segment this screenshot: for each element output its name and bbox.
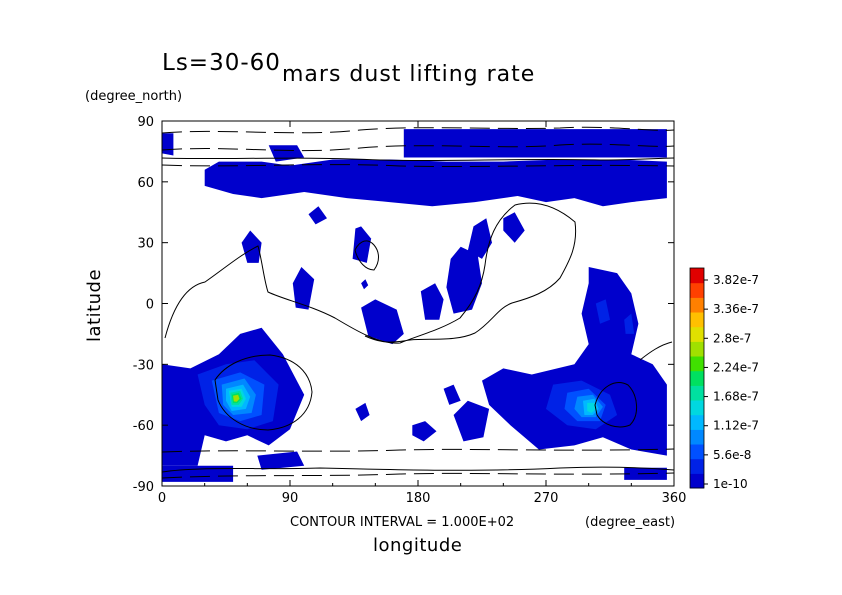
y-tick-label: -60 xyxy=(133,419,154,434)
chart-title: mars dust lifting rate xyxy=(282,62,536,87)
colorbar-label: 1.68e-7 xyxy=(713,390,759,404)
dust-fill-layer xyxy=(162,129,667,482)
colorbar-frame xyxy=(689,267,705,489)
x-tick-label: 180 xyxy=(406,491,431,506)
topography-contour-se-basin xyxy=(594,382,637,428)
colorbar-swatch xyxy=(690,458,704,474)
dust-fill-patch xyxy=(204,159,667,207)
dust-fill-patch xyxy=(268,145,305,162)
contour-interval-note: CONTOUR INTERVAL = 1.000E+02 xyxy=(290,515,515,530)
x-tick-label: 90 xyxy=(282,491,299,506)
dust-fill-patch xyxy=(233,394,240,402)
colorbar-label: 2.8e-7 xyxy=(713,331,751,345)
dust-fill-patch xyxy=(446,246,482,314)
dust-fill-patch xyxy=(292,267,315,310)
colorbar-swatch xyxy=(690,312,704,328)
colorbar: 3.82e-7 3.36e-7 2.8e-7 2.24e-7 1.68e-7 1.12e-… xyxy=(689,267,759,491)
contour-layer xyxy=(161,126,675,479)
dust-fill-patch xyxy=(308,206,327,225)
dust-fill-patch xyxy=(361,279,369,290)
colorbar-swatch xyxy=(690,414,704,430)
topography-contour-southern xyxy=(161,466,675,473)
x-axis-ticks: 0 90 180 270 360 xyxy=(158,121,687,506)
y-tick-label: 30 xyxy=(137,237,154,252)
y-tick-label: 90 xyxy=(137,115,154,130)
x-tick-label: 360 xyxy=(662,491,687,506)
season-label: Ls=30-60 xyxy=(162,50,281,76)
colorbar-swatch xyxy=(690,444,704,460)
dust-fill-patch xyxy=(587,402,596,413)
colorbar-swatch xyxy=(690,356,704,372)
colorbar-swatch xyxy=(690,385,704,401)
y-axis-units: (degree_north) xyxy=(85,89,183,104)
colorbar-swatch xyxy=(690,400,704,416)
colorbar-swatch xyxy=(690,326,704,342)
colorbar-label: 1.12e-7 xyxy=(713,419,759,433)
topography-contour-sw-basin xyxy=(214,354,313,431)
dust-fill-patch xyxy=(355,402,370,422)
dust-fill-patch xyxy=(453,400,490,442)
colorbar-swatch xyxy=(690,297,704,313)
dust-fill-patch xyxy=(403,129,667,158)
polar-contour-north-4 xyxy=(161,164,675,168)
colorbar-swatch xyxy=(690,370,704,386)
dust-fill-patch xyxy=(162,133,174,156)
colorbar-swatch xyxy=(690,268,704,284)
colorbar-swatch xyxy=(690,473,704,489)
polar-contour-north-1 xyxy=(161,126,675,134)
y-tick-label: -30 xyxy=(133,358,154,373)
x-tick-label: 270 xyxy=(534,491,559,506)
y-tick-label: 60 xyxy=(137,176,154,191)
dust-fill-patch xyxy=(420,283,444,320)
dust-fill-patch xyxy=(624,313,635,334)
colorbar-swatch xyxy=(690,282,704,298)
colorbar-label: 5.6e-8 xyxy=(713,448,751,462)
dust-fill-patch xyxy=(241,230,262,263)
polar-contour-south-1 xyxy=(161,448,675,453)
dust-fill-patch xyxy=(503,212,525,243)
dust-fill-patch xyxy=(482,267,667,456)
x-axis-units: (degree_east) xyxy=(585,515,676,530)
dust-fill-patch xyxy=(361,299,404,345)
topography-contour-tharsis xyxy=(354,240,379,271)
x-axis-label: longitude xyxy=(373,535,463,556)
y-tick-label: -90 xyxy=(133,480,154,495)
y-axis-ticks: 90 60 30 0 -30 -60 -90 xyxy=(133,115,674,495)
colorbar-label: 3.82e-7 xyxy=(713,273,759,287)
colorbar-label: 3.36e-7 xyxy=(713,302,759,316)
colorbar-swatch xyxy=(690,341,704,357)
dust-fill-patch xyxy=(595,299,610,324)
dust-fill-patch xyxy=(443,384,461,405)
dust-fill-patch xyxy=(467,218,492,259)
polar-contour-north-3 xyxy=(161,157,675,162)
polar-contour-south-2 xyxy=(161,472,675,479)
colorbar-label: 1e-10 xyxy=(713,477,748,491)
dust-fill-patch xyxy=(412,421,437,442)
dust-fill-patch xyxy=(257,451,305,470)
colorbar-swatch xyxy=(690,429,704,445)
y-tick-label: 0 xyxy=(146,298,154,313)
x-tick-label: 0 xyxy=(158,491,166,506)
dust-fill-patch xyxy=(352,226,372,263)
topography-contour-main xyxy=(164,202,577,344)
topography-contour-east-ridge xyxy=(639,341,673,361)
polar-contour-north-2 xyxy=(161,143,675,152)
colorbar-label: 2.24e-7 xyxy=(713,360,759,374)
